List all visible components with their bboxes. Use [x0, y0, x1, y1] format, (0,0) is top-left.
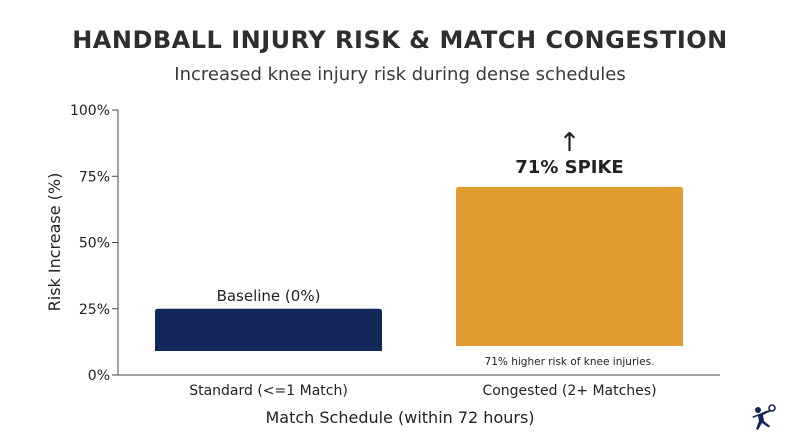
y-tick-label: 50% — [79, 236, 110, 252]
y-ticks: 0% 25% 50% 75% 100% — [70, 103, 118, 384]
x-axis-label: Match Schedule (within 72 hours) — [265, 408, 534, 427]
bar-label: Baseline (0%) — [217, 287, 321, 305]
bar-note: 71% higher risk of knee injuries. — [485, 356, 655, 368]
y-tick-label: 100% — [70, 103, 110, 119]
bar-label: 71% SPIKE — [515, 157, 623, 178]
x-ticks: Standard (<=1 Match) Congested (2+ Matche… — [189, 383, 656, 399]
x-axis-label-sub: (within 72 hours) — [398, 408, 535, 427]
spike-arrow-icon: ↑ — [559, 128, 581, 158]
bar — [155, 308, 382, 351]
handball-player-icon — [752, 404, 776, 430]
y-tick-label: 25% — [79, 302, 110, 318]
x-tick-label: Congested (2+ Matches) — [482, 383, 656, 399]
y-axis-label: Risk Increase (%) — [45, 173, 64, 312]
bar — [456, 186, 683, 346]
chart-title: HANDBALL INJURY RISK & MATCH CONGESTION — [72, 26, 728, 54]
bars: Baseline (0%) 71% SPIKE↑ 71% higher risk o… — [155, 128, 683, 368]
chart-subtitle: Increased knee injury risk during dense … — [174, 64, 626, 85]
x-tick-label: Standard (<=1 Match) — [189, 383, 348, 399]
y-tick-label: 75% — [79, 169, 110, 185]
y-tick-label: 0% — [88, 368, 110, 384]
x-axis-label-main: Match Schedule — [265, 408, 392, 427]
